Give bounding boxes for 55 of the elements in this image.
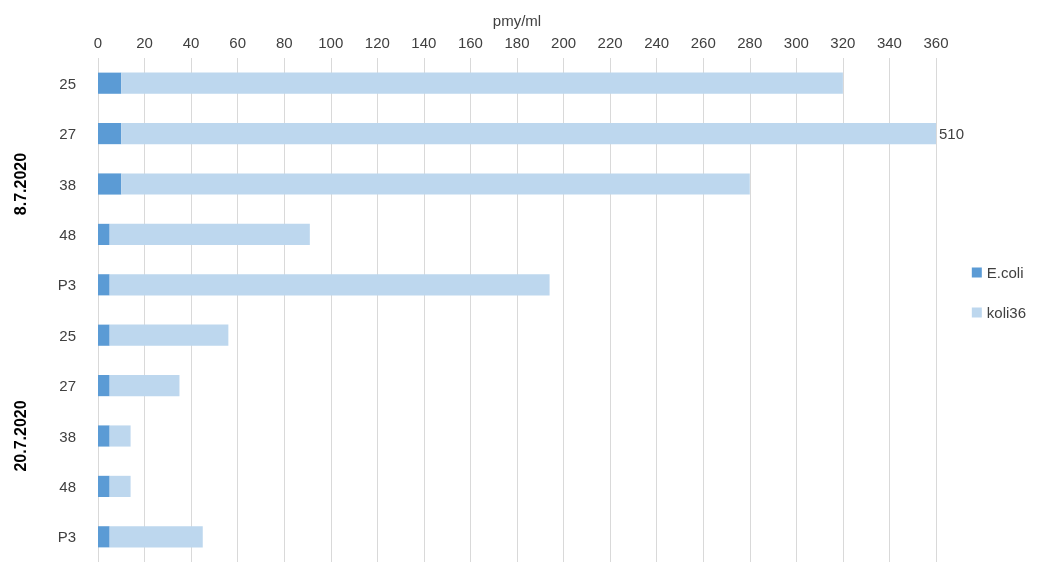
y-tick-label: 27 — [59, 377, 76, 395]
x-tick-label: 20 — [136, 34, 153, 51]
bar — [98, 475, 110, 497]
bar — [121, 72, 843, 94]
bar — [98, 375, 110, 397]
x-tick-label: 40 — [182, 34, 200, 51]
x-tick-label: 80 — [275, 34, 293, 51]
bar — [109, 223, 310, 245]
y-tick-label: 27 — [59, 125, 76, 143]
bar — [109, 526, 203, 548]
x-tick-label: 0 — [93, 34, 103, 51]
x-axis-title: pmy/ml — [492, 12, 542, 29]
bar — [121, 123, 936, 145]
bar — [98, 173, 122, 195]
bar — [109, 274, 550, 296]
bar — [109, 324, 229, 346]
x-tick-label: 100 — [318, 34, 344, 51]
x-tick-label: 320 — [830, 34, 856, 51]
x-tick-label: 120 — [364, 34, 390, 51]
x-tick-label: 300 — [783, 34, 809, 51]
bar — [109, 425, 131, 447]
x-tick-label: 240 — [644, 34, 670, 51]
bar — [109, 475, 131, 497]
y-tick-label: 48 — [59, 225, 76, 243]
y-tick-label: 48 — [59, 477, 76, 495]
y-tick-label: 38 — [59, 175, 76, 193]
bar — [98, 223, 110, 245]
x-tick-label: 220 — [597, 34, 623, 51]
x-tick-label: 140 — [411, 34, 437, 51]
text: 20.7.2020 — [11, 400, 29, 472]
bar — [98, 526, 110, 548]
y-tick-label: 25 — [59, 326, 76, 344]
bar — [98, 123, 122, 145]
x-tick-label: 160 — [457, 34, 483, 51]
y-tick-label: 38 — [59, 427, 76, 445]
bar — [98, 425, 110, 447]
bar — [121, 173, 750, 195]
legend-label: koli36 — [986, 304, 1027, 321]
annotation: 510 — [939, 125, 965, 143]
y-tick-label: P3 — [57, 276, 76, 294]
x-tick-label: 340 — [876, 34, 902, 51]
y-tick-label: P3 — [57, 528, 76, 546]
x-tick-label: 60 — [229, 34, 247, 51]
text: 8.7.2020 — [11, 152, 29, 216]
x-tick-label: 260 — [690, 34, 716, 51]
x-tick-label: 280 — [737, 34, 763, 51]
bar — [98, 72, 122, 94]
bar — [109, 375, 180, 397]
x-tick-label: 200 — [551, 34, 577, 51]
y-tick-label: 25 — [59, 74, 76, 92]
x-tick-label: 180 — [504, 34, 530, 51]
x-tick-label: 360 — [923, 34, 949, 51]
bar — [98, 274, 110, 296]
bar — [98, 324, 110, 346]
legend-label: E.coli — [986, 264, 1024, 281]
